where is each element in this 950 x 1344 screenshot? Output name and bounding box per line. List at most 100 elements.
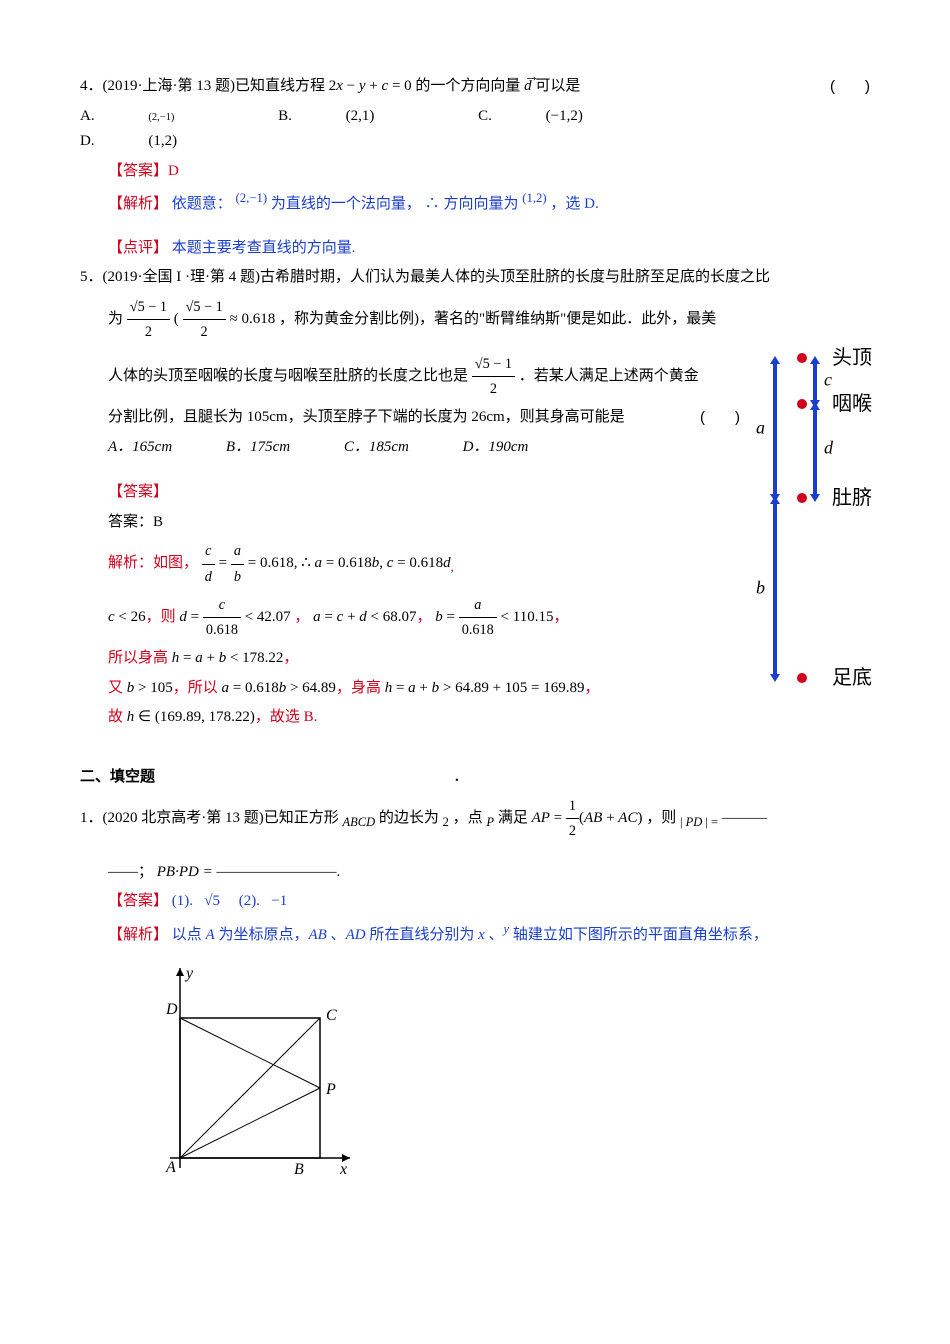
- q21-a: 1．(2020 北京高考·第 13 题)已知正方形: [80, 810, 339, 826]
- q5-l5a: 故: [108, 709, 123, 725]
- q5-approx: ≈ 0.618: [229, 311, 275, 327]
- q5-l5c: ，故选 B.: [255, 709, 318, 725]
- q4-answer: 【答案】D: [80, 159, 870, 185]
- q4-text-a: 4．(2019·上海·第 13 题)已知直线方程: [80, 78, 325, 94]
- q4-exp-a: 依题意：: [172, 196, 232, 212]
- q21-b: 的边长为: [379, 810, 439, 826]
- q4-text-c: 可以是: [535, 78, 580, 94]
- arrow-b-down: [770, 674, 780, 682]
- coord-B: B: [294, 1161, 304, 1178]
- q5-l3a: 所以身高: [108, 650, 168, 666]
- q4-exp-b: 为直线的一个法向量，: [271, 196, 421, 212]
- q4-exp-c: ∴: [425, 196, 440, 212]
- coord-D: D: [165, 1001, 178, 1018]
- q5-lparen: (: [174, 311, 179, 327]
- q5-l4c: ，所以: [173, 680, 218, 696]
- q5-optB: B．175cm: [226, 435, 290, 461]
- q4-answer-v: D: [168, 163, 179, 179]
- q5-prompt-4: 分割比例，且腿长为 105cm，头顶至脖子下端的长度为 26cm，则其身高可能是…: [80, 405, 740, 431]
- q4-exp-v1: (2,−1): [236, 191, 268, 205]
- line-b: [773, 502, 777, 674]
- q21-c: ，点: [453, 810, 483, 826]
- coord-y: y: [184, 965, 194, 982]
- label-d: d: [824, 433, 833, 464]
- q2-1-diagram: A B C D P x y: [140, 958, 360, 1188]
- label-c: c: [824, 365, 832, 396]
- q21-ans-label: 【答案】: [108, 893, 168, 909]
- q21-line2a: ——；: [108, 864, 153, 880]
- q4-comment: 【点评】 本题主要考查直线的方向量.: [80, 236, 870, 262]
- arrow-a-up: [770, 356, 780, 364]
- coord-C: C: [326, 1007, 337, 1024]
- line-d: [813, 408, 817, 494]
- dot-foot: [797, 673, 807, 683]
- line-a: [773, 362, 777, 494]
- q4-explain: 【解析】 依题意： (2,−1) 为直线的一个法向量， ∴ 方向向量为 (1,2…: [80, 188, 870, 218]
- q5-l4a: 又: [108, 680, 123, 696]
- q21-P: P: [486, 815, 494, 829]
- q2-1-line2: ——； PB·PD = ————————.: [80, 860, 870, 886]
- q5-d: 分割比例，且腿长为 105cm，头顶至脖子下端的长度为 26cm，则其身高可能是: [108, 405, 625, 431]
- q21-ans1: √5: [204, 893, 220, 909]
- q5-exp-3: 所以身高 h = a + b < 178.22，: [80, 646, 740, 672]
- q21-ans2-lbl: (2).: [239, 893, 260, 909]
- q21-blank2: ————————.: [216, 864, 340, 880]
- q4-paren: ( ): [830, 74, 870, 100]
- q21-blank1: ———: [722, 810, 767, 826]
- q5-prompt-2: 为 √5 − 12 ( √5 − 12 ≈ 0.618 ，称为黄金分割比例)，著…: [80, 295, 870, 344]
- q21-pbpd: PB·PD =: [157, 864, 213, 880]
- q5-c: 人体的头顶至咽喉的长度与咽喉至肚脐的长度之比也是: [108, 368, 468, 384]
- q4-exp-d: 方向向量为: [443, 196, 518, 212]
- q5-frac3: √5 − 12: [472, 352, 515, 401]
- q21-e: ，则: [646, 810, 676, 826]
- q2-1-answer: 【答案】 (1). √5 (2). −1: [80, 889, 870, 915]
- q21-ans2: −1: [271, 893, 287, 909]
- q5-options: A．165cm B．175cm C．185cm D．190cm: [80, 435, 740, 461]
- arrow-d-up: [810, 402, 820, 410]
- label-b: b: [756, 573, 765, 604]
- q5-optC: C．185cm: [344, 435, 409, 461]
- q5-c2: ．若某人满足上述两个黄金: [519, 368, 699, 384]
- q5-optA: A．165cm: [108, 435, 172, 461]
- q21-abcd: ABCD: [343, 815, 376, 829]
- coord-x: x: [339, 1161, 347, 1178]
- q4-optB-v: (2,1): [346, 104, 375, 130]
- q5-exp-4: 又 b > 105，所以 a = 0.618b > 64.89，身高 h = a…: [80, 676, 740, 702]
- q4-prompt: 4．(2019·上海·第 13 题)已知直线方程 2x − y + c = 0 …: [80, 74, 870, 100]
- q5-ans: 答案：B: [80, 510, 740, 536]
- q4-optA-v: (2,−1): [148, 109, 174, 127]
- q4-optD-label: D.: [80, 129, 95, 155]
- q21-two: 2: [443, 815, 449, 829]
- q4-optA-label: A.: [80, 104, 95, 130]
- q4-exp-label: 【解析】: [108, 196, 168, 212]
- q2-1-explain: 【解析】 以点 A 为坐标原点，AB 、AD 所在直线分别为 x 、y 轴建立如…: [80, 919, 870, 949]
- section-2-title: 二、填空题 .: [80, 765, 870, 791]
- q5-optD: D．190cm: [463, 435, 529, 461]
- q5-frac1: √5 − 12: [127, 295, 170, 344]
- label-foot: 足底: [832, 661, 872, 695]
- q5-exp-a: 解析：如图，: [108, 556, 198, 572]
- q5-b3: ，称为黄金分割比例)，著名的"断臂维纳斯"便是如此．此外，最美: [279, 311, 716, 327]
- coord-A: A: [165, 1159, 176, 1176]
- q4-optB-label: B.: [278, 104, 292, 130]
- q5-l4e: ，身高: [336, 680, 381, 696]
- arrow-b-up: [770, 496, 780, 504]
- q5-body-diagram: a b c d 头顶 咽喉 肚脐 足底: [750, 348, 870, 688]
- label-navel: 肚脐: [832, 481, 872, 515]
- q5-ans-label: 【答案】: [80, 480, 740, 506]
- q4-text-b: 的一个方向向量: [415, 78, 520, 94]
- label-throat: 咽喉: [832, 387, 872, 421]
- q5-paren: ( ): [700, 405, 740, 431]
- q4-answer-label: 【答案】: [108, 163, 168, 179]
- q4-options: A. (2,−1) B. (2,1) C. (−1,2) D. (1,2): [80, 104, 870, 155]
- q4-exp-e: ，选 D.: [550, 196, 598, 212]
- dot-navel: [797, 493, 807, 503]
- q4-eq: 2x − y + c = 0: [329, 78, 412, 94]
- q21-d: 满足: [498, 810, 528, 826]
- coord-P: P: [325, 1081, 336, 1098]
- q21-eq: AP = 12(AB + AC): [532, 810, 643, 826]
- arrow-c-up: [810, 356, 820, 364]
- line-c: [813, 362, 817, 400]
- q4-vec: →d: [524, 78, 532, 94]
- q5-prompt-3: 人体的头顶至咽喉的长度与咽喉至肚脐的长度之比也是 √5 − 12 ．若某人满足上…: [80, 352, 740, 401]
